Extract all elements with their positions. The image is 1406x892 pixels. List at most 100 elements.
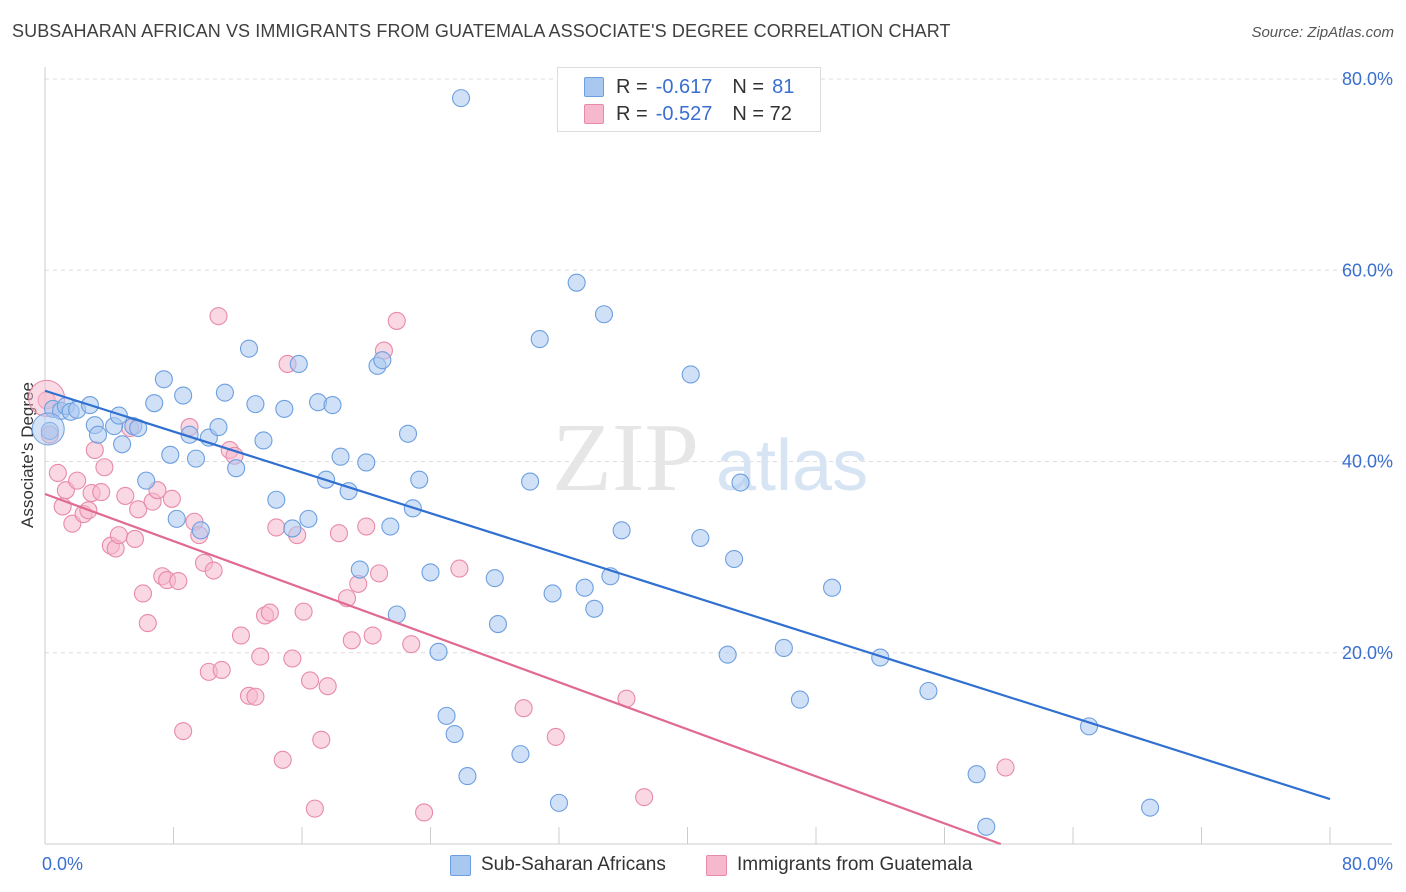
point-subsaharan: [429, 642, 448, 661]
point-subsaharan: [967, 765, 986, 784]
trend-line-subsaharan: [44, 389, 1331, 801]
point-guatemala: [283, 649, 302, 668]
bottom-legend-label-guatemala: Immigrants from Guatemala: [737, 854, 973, 875]
point-subsaharan: [1141, 798, 1160, 817]
point-subsaharan: [373, 351, 392, 370]
point-subsaharan: [167, 509, 186, 528]
point-guatemala: [546, 727, 565, 746]
series-guatemala-points: [28, 307, 1015, 822]
y-tick-label: 20.0%: [1342, 643, 1393, 663]
legend-r-value: -0.527: [655, 102, 713, 125]
x-tick-label: 0.0%: [42, 854, 83, 874]
bottom-legend-swatch-subsaharan: [450, 854, 471, 876]
point-subsaharan: [410, 470, 429, 489]
point-subsaharan-cluster: [31, 412, 65, 446]
point-subsaharan: [451, 89, 471, 108]
point-subsaharan: [88, 425, 108, 444]
point-guatemala: [318, 677, 337, 696]
point-guatemala: [204, 561, 223, 580]
trend-lines: [44, 389, 1331, 846]
point-subsaharan: [350, 560, 369, 579]
point-subsaharan: [381, 517, 400, 536]
bottom-legend-subsaharan: Sub-Saharan Africans: [450, 852, 666, 878]
point-guatemala: [273, 750, 292, 769]
point-subsaharan: [445, 724, 464, 744]
point-subsaharan: [919, 681, 938, 701]
point-subsaharan: [137, 471, 156, 490]
point-guatemala: [68, 471, 87, 490]
legend-swatch-guatemala: [584, 104, 604, 124]
point-subsaharan: [977, 817, 996, 836]
point-subsaharan: [109, 406, 128, 425]
point-subsaharan: [718, 645, 737, 664]
point-subsaharan: [543, 584, 562, 603]
point-subsaharan: [267, 490, 286, 509]
point-guatemala: [260, 603, 279, 622]
point-subsaharan: [186, 449, 206, 468]
point-guatemala: [305, 799, 324, 818]
point-guatemala: [300, 671, 320, 690]
point-guatemala: [514, 699, 533, 718]
legend-row-guatemala: R = -0.527 N = 72: [584, 102, 800, 126]
tick-labels: 20.0% 40.0% 60.0% 80.0% 0.0% 80.0%: [42, 69, 1393, 874]
x-tick-label: 80.0%: [1342, 854, 1393, 874]
point-subsaharan: [691, 528, 710, 548]
point-subsaharan: [239, 339, 259, 358]
bottom-legend-label-subsaharan: Sub-Saharan Africans: [481, 854, 666, 875]
point-subsaharan: [209, 418, 228, 437]
point-subsaharan: [246, 395, 265, 414]
legend-swatch-subsaharan: [584, 77, 604, 97]
point-guatemala: [174, 722, 193, 741]
chart-source: Source: ZipAtlas.com: [1251, 24, 1394, 41]
point-subsaharan: [585, 599, 604, 618]
point-guatemala: [95, 458, 114, 477]
point-guatemala: [363, 626, 382, 645]
legend: R = -0.617 N = 81 R = -0.527 N = 72: [557, 67, 821, 132]
chart-title: SUBSAHARAN AFRICAN VS IMMIGRANTS FROM GU…: [12, 21, 951, 41]
point-subsaharan: [488, 615, 508, 634]
point-subsaharan: [299, 509, 318, 528]
point-subsaharan: [594, 305, 614, 324]
point-subsaharan: [549, 793, 569, 812]
point-subsaharan: [289, 354, 308, 374]
legend-n-label: N =: [732, 75, 765, 98]
point-subsaharan: [511, 745, 530, 764]
point-subsaharan: [145, 394, 164, 413]
point-guatemala: [125, 529, 144, 549]
point-guatemala: [294, 602, 313, 621]
point-guatemala: [635, 788, 654, 807]
watermark: ZIP atlas: [552, 404, 868, 512]
point-subsaharan: [823, 578, 842, 597]
point-guatemala: [138, 614, 157, 633]
point-subsaharan: [227, 459, 246, 478]
point-guatemala: [48, 463, 67, 483]
point-subsaharan: [731, 473, 750, 492]
y-tick-label: 40.0%: [1342, 452, 1393, 472]
trend-line-guatemala: [44, 492, 1002, 846]
point-guatemala: [357, 517, 376, 536]
legend-n-value: 81: [772, 75, 795, 98]
point-subsaharan: [681, 365, 700, 384]
point-guatemala: [133, 584, 153, 603]
point-subsaharan: [254, 431, 273, 450]
point-guatemala: [342, 631, 361, 650]
point-subsaharan: [215, 383, 234, 402]
y-tick-label: 80.0%: [1342, 69, 1393, 89]
point-guatemala: [251, 647, 270, 666]
point-guatemala: [116, 486, 135, 505]
bottom-legend-guatemala: Immigrants from Guatemala: [706, 852, 972, 878]
grid-lines: [45, 78, 1392, 654]
point-subsaharan: [357, 453, 376, 472]
point-guatemala: [231, 626, 251, 645]
point-subsaharan: [283, 519, 302, 538]
point-subsaharan: [521, 472, 540, 491]
point-guatemala: [402, 635, 421, 654]
point-subsaharan: [174, 386, 193, 405]
point-subsaharan: [275, 399, 294, 418]
point-subsaharan: [154, 370, 173, 389]
point-subsaharan: [458, 767, 477, 786]
point-subsaharan: [774, 638, 793, 658]
point-subsaharan: [612, 521, 631, 540]
point-guatemala: [312, 730, 331, 749]
